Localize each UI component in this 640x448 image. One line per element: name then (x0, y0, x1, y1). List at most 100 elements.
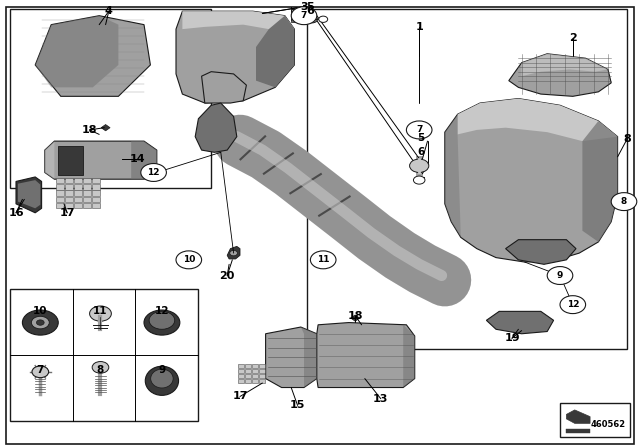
Text: 8: 8 (97, 365, 104, 375)
Polygon shape (131, 141, 157, 179)
Bar (92, 203, 100, 208)
Circle shape (291, 7, 317, 25)
Circle shape (22, 310, 58, 335)
Text: 18: 18 (348, 311, 363, 321)
Bar (259, 374, 265, 378)
Text: 7: 7 (416, 125, 422, 134)
Polygon shape (101, 125, 110, 131)
Bar (56, 197, 64, 202)
Circle shape (611, 193, 637, 211)
Text: 7: 7 (301, 11, 307, 20)
Bar (291, 19, 303, 22)
Text: 20: 20 (220, 271, 235, 280)
Bar (259, 379, 265, 383)
Circle shape (230, 250, 237, 256)
Polygon shape (35, 16, 118, 87)
Bar (252, 379, 258, 383)
Bar (245, 369, 251, 373)
Polygon shape (486, 311, 554, 334)
Bar (252, 369, 258, 373)
Polygon shape (16, 177, 42, 213)
Polygon shape (202, 72, 246, 103)
Polygon shape (227, 246, 240, 259)
Bar (83, 197, 91, 202)
Text: 9: 9 (557, 271, 563, 280)
Bar (83, 190, 91, 196)
Bar (65, 178, 73, 183)
Text: 16: 16 (8, 208, 24, 218)
Bar (92, 184, 100, 190)
Ellipse shape (145, 366, 179, 396)
Circle shape (92, 362, 109, 373)
Bar (259, 364, 265, 368)
Polygon shape (266, 327, 317, 388)
Bar (83, 184, 91, 190)
Text: 11: 11 (317, 255, 330, 264)
Polygon shape (403, 325, 415, 388)
Polygon shape (351, 315, 360, 321)
Bar (56, 184, 64, 190)
Bar (56, 190, 64, 196)
Text: 4: 4 (105, 6, 113, 16)
Bar (238, 364, 244, 368)
Circle shape (410, 159, 429, 172)
Circle shape (141, 164, 166, 181)
Text: 1: 1 (415, 22, 423, 32)
Text: 17: 17 (60, 208, 75, 218)
Text: 7: 7 (36, 365, 44, 375)
Circle shape (176, 251, 202, 269)
Text: 13: 13 (373, 394, 388, 404)
Bar (238, 369, 244, 373)
Bar (83, 178, 91, 183)
Text: 5: 5 (307, 2, 314, 12)
Bar (74, 178, 82, 183)
Bar (74, 184, 82, 190)
Text: 3: 3 (300, 2, 308, 12)
Bar (56, 203, 64, 208)
Text: 10: 10 (33, 306, 47, 316)
Bar (65, 184, 73, 190)
Polygon shape (256, 16, 294, 87)
Polygon shape (45, 141, 157, 179)
Circle shape (32, 366, 49, 378)
Bar (65, 203, 73, 208)
Bar (92, 190, 100, 196)
Bar (245, 364, 251, 368)
Circle shape (31, 316, 49, 329)
Polygon shape (509, 54, 611, 96)
Circle shape (144, 310, 180, 335)
Bar (74, 190, 82, 196)
Bar (566, 429, 590, 433)
Bar (252, 364, 258, 368)
Text: 15: 15 (290, 401, 305, 410)
Text: 8: 8 (621, 197, 627, 206)
Bar (92, 178, 100, 183)
Bar (245, 374, 251, 378)
Polygon shape (458, 99, 618, 141)
Bar (10, 9, 211, 188)
Text: 12: 12 (147, 168, 160, 177)
Text: 14: 14 (130, 154, 145, 164)
Bar (259, 369, 265, 373)
Text: 10: 10 (182, 255, 195, 264)
Bar (307, 9, 627, 349)
Bar (56, 178, 64, 183)
Bar (291, 9, 303, 20)
Bar (65, 197, 73, 202)
Polygon shape (506, 240, 576, 264)
Circle shape (319, 16, 328, 22)
Circle shape (36, 320, 44, 325)
Bar (74, 197, 82, 202)
Circle shape (307, 16, 317, 23)
Text: 12: 12 (155, 306, 169, 316)
Polygon shape (18, 180, 40, 208)
Polygon shape (445, 99, 618, 262)
Bar (245, 379, 251, 383)
Text: 11: 11 (93, 306, 108, 316)
Bar (238, 379, 244, 383)
Bar (74, 203, 82, 208)
Text: 6: 6 (307, 6, 314, 16)
Bar (10, 289, 198, 421)
Text: 17: 17 (232, 392, 248, 401)
Circle shape (560, 296, 586, 314)
